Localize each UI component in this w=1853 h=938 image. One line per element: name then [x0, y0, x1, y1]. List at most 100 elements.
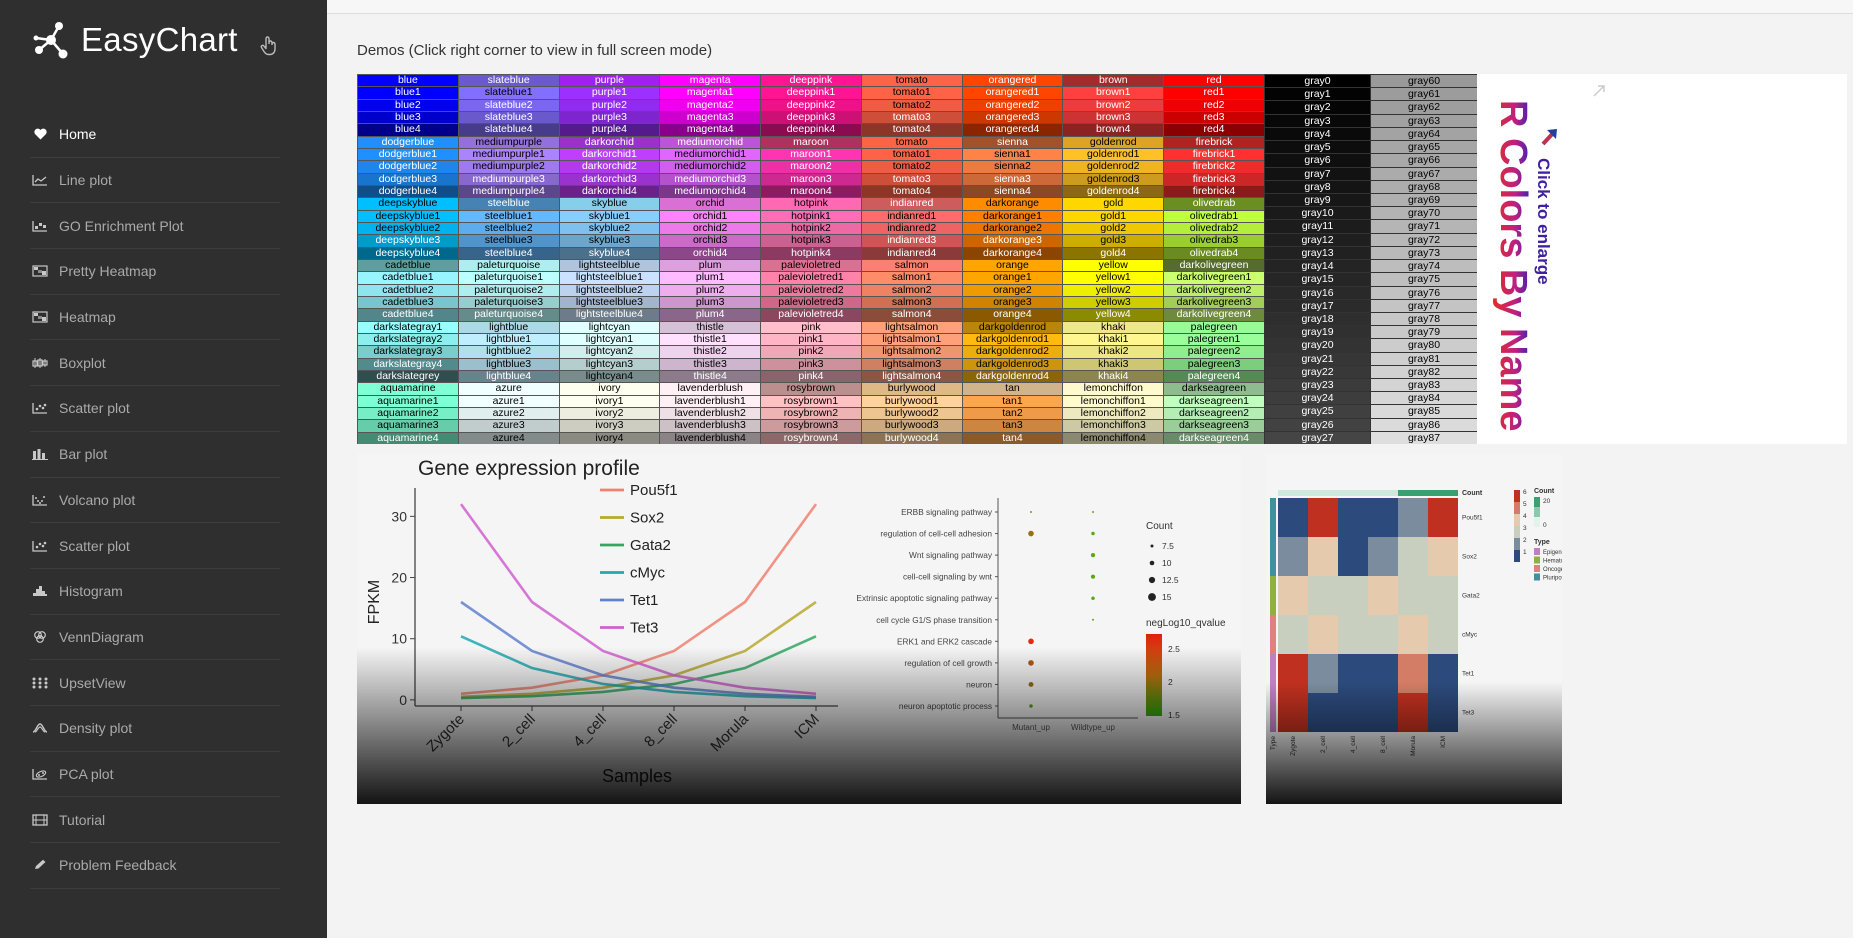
color-swatch: slateblue3 [457, 110, 560, 125]
color-swatch: lavenderblush [659, 382, 762, 396]
color-swatch: blue3 [357, 110, 459, 125]
color-swatch: dodgerblue1 [357, 147, 459, 162]
color-swatch: orange4 [961, 308, 1064, 322]
sidebar-item-density-plot[interactable]: Density plot [30, 706, 280, 752]
r-colors-demo-card[interactable]: blue slateblue purple magenta deeppink tomato… [357, 74, 1847, 444]
row-label: Tet3 [1462, 710, 1475, 717]
color-swatch: tomato [860, 74, 963, 88]
top-annotation-cell [1368, 490, 1398, 496]
line-chart-demo-card[interactable]: Gene expression profile 0 10 20 30 Zygote 2_ce… [357, 454, 867, 804]
sidebar-item-go-enrichment-plot[interactable]: GO Enrichment Plot [30, 203, 280, 250]
color-swatch: darkseagreen3 [1163, 419, 1265, 433]
sidebar-item-label: Scatter plot [59, 537, 130, 554]
left-annotation-cell [1270, 654, 1276, 693]
fullscreen-corner-icon[interactable] [1593, 85, 1605, 97]
color-swatch: lightcyan4 [558, 369, 661, 384]
color-swatch: orangered4 [961, 123, 1064, 137]
gray-swatch: gray19 [1264, 325, 1371, 340]
color-swatch: indianred4 [860, 246, 963, 260]
sidebar-item-histogram[interactable]: Histogram [30, 569, 280, 615]
sidebar-item-home[interactable]: Home [30, 112, 280, 158]
go-dotplot-demo-card[interactable]: ERBB signaling pathway regulation of cell… [838, 454, 1241, 804]
heatmap-cell [1428, 537, 1458, 576]
column-label: Zygote [1290, 736, 1297, 756]
sidebar-item-upsetview[interactable]: UpsetView [30, 660, 280, 706]
color-swatch: tan4 [961, 431, 1064, 444]
row-label: Tet1 [1462, 671, 1475, 678]
color-swatch: lightsteelblue2 [558, 283, 661, 297]
color-swatch: deepskyblue1 [357, 209, 459, 223]
sidebar-item-scatter-plot[interactable]: Scatter plot [30, 386, 280, 432]
count-legend-cell [1534, 497, 1540, 507]
color-swatch: deeppink3 [760, 110, 862, 125]
sidebar-item-volcano-plot[interactable]: Volcano plot [30, 478, 280, 524]
color-swatch: burlywood3 [860, 419, 963, 433]
sidebar-item-boxplot[interactable]: Boxplot [30, 340, 280, 387]
sidebar-item-line-plot[interactable]: Line plot [30, 158, 280, 204]
color-swatch: thistle [659, 320, 762, 334]
color-swatch: deepskyblue [357, 197, 459, 211]
gray-swatch: gray85 [1370, 404, 1478, 419]
color-swatch: palegreen1 [1163, 332, 1265, 347]
heatmap-demo-card[interactable]: Count Pou5f1 Sox2 Gata2 cMyc Tet1 Tet3 Zygote 2_… [1266, 454, 1562, 804]
color-swatch: brown [1062, 74, 1165, 88]
color-swatch: plum3 [659, 295, 762, 310]
gray-swatch: gray22 [1264, 364, 1371, 380]
color-swatch: orchid3 [659, 234, 762, 248]
row-label: Sox2 [1462, 554, 1477, 561]
color-swatch: dodgerblue4 [357, 184, 459, 199]
color-swatch: khaki [1062, 320, 1165, 334]
color-swatch: lightblue [457, 320, 560, 334]
sidebar-item-problem-feedback[interactable]: Problem Feedback [30, 843, 280, 889]
heatmap-svg: Count Pou5f1 Sox2 Gata2 cMyc Tet1 Tet3 Zygote 2_… [1270, 488, 1562, 756]
left-annotation-label: Type [1270, 736, 1277, 750]
r-colors-title-svg: R Colors By Name Click to enlarge [1492, 85, 1605, 432]
heatmap-cell [1398, 498, 1428, 537]
color-swatch: ivory [558, 382, 661, 396]
color-swatch: thistle4 [659, 369, 762, 384]
sidebar-item-tutorial[interactable]: Tutorial [30, 797, 280, 843]
x-tick-label: Morula [707, 710, 752, 755]
upset-icon [30, 676, 50, 690]
color-swatch: cadetblue4 [357, 308, 459, 322]
gray-swatch: gray78 [1370, 311, 1478, 327]
color-swatch: lightsteelblue4 [558, 308, 661, 322]
scale-legend-label: 4 [1523, 513, 1527, 520]
sidebar-item-heatmap[interactable]: Heatmap [30, 295, 280, 341]
sidebar-item-venndiagram[interactable]: VennDiagram [30, 615, 280, 661]
heatmap-cell [1398, 537, 1428, 576]
app-logo[interactable]: EasyChart [33, 18, 238, 62]
sidebar-item-label: Pretty Heatmap [59, 263, 157, 280]
color-swatch: olivedrab [1163, 197, 1265, 211]
color-legend-label: 2 [1168, 677, 1173, 687]
histogram-icon [30, 584, 50, 598]
gray-swatch: gray27 [1264, 430, 1371, 444]
color-swatch: cadetblue [357, 258, 459, 273]
x-tick-label: 2_cell [499, 711, 539, 751]
color-swatch: mediumorchid2 [659, 160, 762, 174]
color-swatch: indianred [860, 197, 963, 211]
color-swatch: magenta [659, 74, 762, 88]
color-swatch: lemonchiffon1 [1062, 394, 1165, 408]
color-swatch: brown4 [1062, 123, 1165, 137]
color-swatch: thistle2 [659, 345, 762, 359]
color-swatch: indianred3 [860, 234, 963, 248]
sidebar-item-label: UpsetView [59, 674, 126, 691]
bar-chart-icon [30, 447, 50, 461]
heatmap-cell [1278, 654, 1308, 693]
gray-swatch: gray82 [1370, 364, 1478, 380]
gray-swatch: gray23 [1264, 378, 1371, 393]
left-annotation-cell [1270, 693, 1276, 732]
sidebar-item-pretty-heatmap[interactable]: Pretty Heatmap [30, 249, 280, 295]
sidebar-item-bar-plot[interactable]: Bar plot [30, 432, 280, 478]
hand-pointer-icon[interactable] [260, 36, 278, 61]
sidebar-item-pca-plot[interactable]: PCA plot [30, 752, 280, 798]
term-label: ERBB signaling pathway [901, 507, 993, 517]
color-swatch: skyblue [558, 197, 661, 211]
color-swatch: deepskyblue3 [357, 234, 459, 248]
enlarge-hint: Click to enlarge [1534, 158, 1553, 285]
color-swatch: khaki4 [1062, 369, 1165, 384]
color-swatch: darkorange2 [961, 221, 1064, 236]
heart-icon [30, 127, 50, 141]
sidebar-item-scatter-plot[interactable]: Scatter plot [30, 523, 280, 569]
